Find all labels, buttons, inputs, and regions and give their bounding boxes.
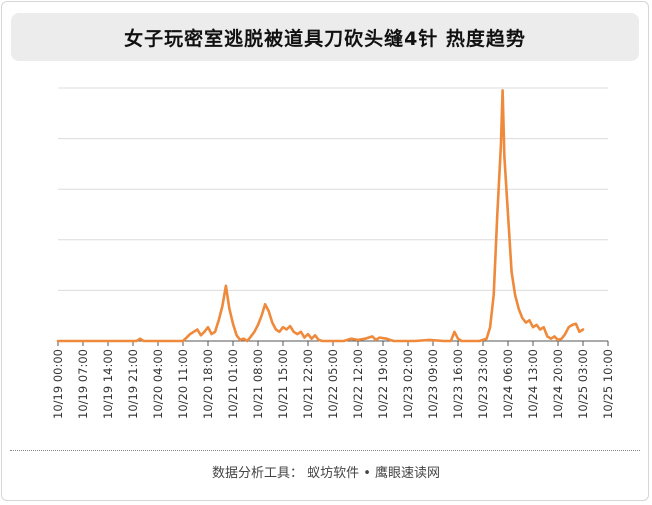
x-tick-label: 10/23 02:00 bbox=[401, 349, 415, 419]
x-tick-label: 10/21 08:00 bbox=[251, 349, 265, 419]
x-tick-label: 10/24 20:00 bbox=[551, 349, 565, 419]
chart-title: 女子玩密室逃脱被道具刀砍头缝4针 热度趋势 bbox=[124, 27, 526, 50]
x-tick-label: 10/23 09:00 bbox=[426, 349, 440, 419]
x-tick-label: 10/22 19:00 bbox=[376, 349, 390, 419]
x-tick-label: 10/19 07:00 bbox=[76, 349, 90, 419]
x-tick-label: 10/22 12:00 bbox=[351, 349, 365, 419]
title-bar: 女子玩密室逃脱被道具刀砍头缝4针 热度趋势 bbox=[11, 13, 639, 61]
x-tick-label: 10/22 05:00 bbox=[326, 349, 340, 419]
x-tick-label: 10/23 23:00 bbox=[476, 349, 490, 419]
x-tick-label: 10/23 16:00 bbox=[451, 349, 465, 419]
heat-trend-line bbox=[56, 89, 585, 343]
x-tick-label: 10/20 11:00 bbox=[176, 349, 190, 419]
x-tick-label: 10/21 22:00 bbox=[301, 349, 315, 419]
x-tick-label: 10/20 18:00 bbox=[201, 349, 215, 419]
footer-credit: 数据分析工具： 蚁坊软件 • 鹰眼速读网 bbox=[211, 466, 441, 481]
x-tick-label: 10/25 03:00 bbox=[576, 349, 590, 419]
x-tick-label: 10/24 06:00 bbox=[501, 349, 515, 419]
footer-divider bbox=[10, 450, 640, 451]
x-tick-label: 10/19 14:00 bbox=[101, 349, 115, 419]
x-tick-label: 10/24 13:00 bbox=[526, 349, 540, 419]
x-tick-label: 10/21 01:00 bbox=[226, 349, 240, 419]
x-tick-label: 10/19 00:00 bbox=[51, 349, 65, 419]
x-tick-label: 10/20 04:00 bbox=[151, 349, 165, 419]
x-tick-label: 10/25 10:00 bbox=[601, 349, 615, 419]
x-tick-label: 10/19 21:00 bbox=[126, 349, 140, 419]
x-tick-label: 10/21 15:00 bbox=[276, 349, 290, 419]
